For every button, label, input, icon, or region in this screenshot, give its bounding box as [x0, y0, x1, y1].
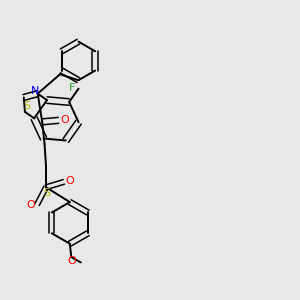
Text: O: O: [66, 176, 74, 186]
Text: F: F: [69, 83, 75, 93]
Text: S: S: [23, 101, 30, 111]
Text: S: S: [43, 188, 50, 198]
Text: N: N: [31, 85, 39, 96]
Text: O: O: [60, 116, 69, 125]
Text: O: O: [68, 256, 76, 266]
Text: O: O: [26, 200, 35, 210]
